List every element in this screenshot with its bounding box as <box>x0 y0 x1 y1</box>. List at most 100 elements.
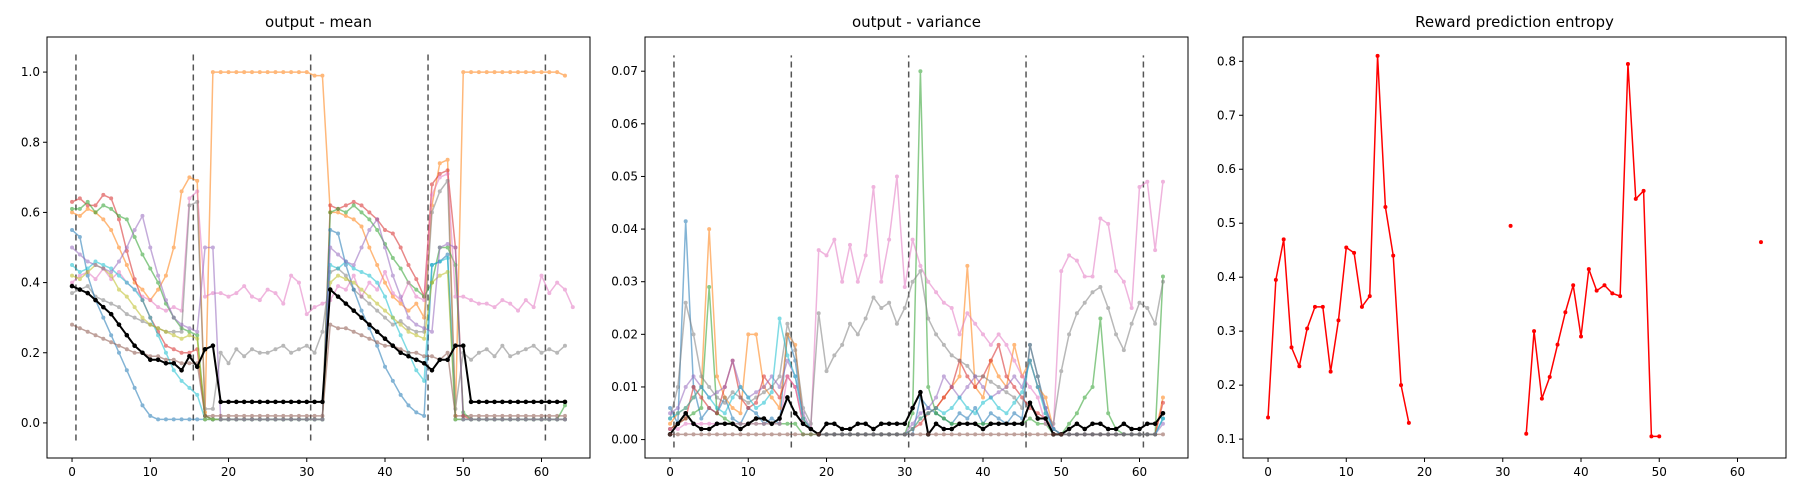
data-point <box>1563 310 1568 315</box>
data-point <box>996 374 1001 379</box>
data-point <box>879 306 884 311</box>
data-point <box>171 360 177 366</box>
data-point <box>691 374 696 379</box>
data-point <box>406 315 411 320</box>
data-point <box>539 350 544 355</box>
data-point <box>500 399 505 405</box>
data-point <box>476 301 481 306</box>
data-point <box>93 259 98 264</box>
data-point <box>242 354 247 359</box>
data-point <box>941 416 946 421</box>
data-point <box>289 70 294 75</box>
data-point <box>453 417 458 422</box>
data-point <box>981 421 986 426</box>
data-point <box>516 417 521 422</box>
plot-frame <box>1242 36 1787 459</box>
data-point <box>187 385 192 390</box>
data-point <box>941 426 947 432</box>
x-tick-label: 40 <box>975 465 990 479</box>
data-point <box>957 411 962 416</box>
data-point <box>148 354 153 359</box>
data-point <box>1610 291 1615 296</box>
data-point <box>461 413 466 418</box>
data-point <box>500 417 505 422</box>
data-point <box>683 219 688 224</box>
data-point <box>934 406 939 411</box>
data-point <box>894 432 899 437</box>
data-point <box>124 347 129 352</box>
data-point <box>668 432 673 437</box>
data-point <box>871 295 876 300</box>
data-point <box>218 413 223 418</box>
series-line <box>71 215 565 421</box>
data-point <box>453 413 458 418</box>
data-point <box>257 413 262 418</box>
data-point <box>265 287 270 292</box>
data-point <box>1012 395 1017 400</box>
data-point <box>1266 415 1271 420</box>
data-point <box>1586 267 1591 272</box>
data-point <box>163 329 168 334</box>
data-point <box>722 395 727 400</box>
data-point <box>1555 342 1560 347</box>
data-point <box>555 350 560 355</box>
data-point <box>847 426 853 432</box>
data-point <box>668 411 673 416</box>
data-point <box>109 270 114 275</box>
data-point <box>707 421 712 426</box>
x-tick-label: 30 <box>897 465 912 479</box>
data-point <box>351 266 356 271</box>
data-point <box>359 203 364 208</box>
data-point <box>476 413 481 418</box>
data-point <box>273 413 278 418</box>
data-point <box>918 263 923 268</box>
data-point <box>132 385 137 390</box>
data-point <box>85 329 90 334</box>
mean-chart-title: output - mean <box>265 13 372 31</box>
data-point <box>562 73 567 78</box>
data-point <box>390 343 396 349</box>
data-point <box>722 384 727 389</box>
data-point <box>965 263 970 268</box>
data-point <box>132 305 137 310</box>
data-point <box>406 280 411 285</box>
data-point <box>453 343 458 349</box>
data-point <box>1579 334 1584 339</box>
data-point <box>1114 269 1119 274</box>
data-point <box>320 417 325 422</box>
data-point <box>754 390 759 395</box>
data-point <box>383 227 388 232</box>
data-point <box>941 300 946 305</box>
data-point <box>93 210 98 215</box>
data-point <box>234 291 239 296</box>
data-point <box>265 417 270 422</box>
data-point <box>210 245 215 250</box>
data-point <box>1019 421 1025 427</box>
data-point <box>918 416 923 421</box>
data-point <box>461 417 466 422</box>
data-point <box>484 70 489 75</box>
x-tick-label: 50 <box>1054 465 1069 479</box>
data-point <box>422 336 427 341</box>
data-point <box>1012 384 1017 389</box>
data-point <box>328 245 333 250</box>
data-point <box>523 417 528 422</box>
data-point <box>973 432 978 437</box>
data-point <box>706 426 712 432</box>
data-point <box>147 357 153 363</box>
data-point <box>77 287 83 292</box>
data-point <box>508 413 513 418</box>
data-point <box>996 332 1001 337</box>
data-point <box>1027 416 1032 421</box>
data-point <box>296 70 301 75</box>
x-tick-label: 40 <box>377 465 392 479</box>
data-point <box>1012 400 1017 405</box>
data-point <box>156 305 161 310</box>
series-line <box>669 270 1164 425</box>
data-point <box>871 184 876 189</box>
data-point <box>210 413 215 418</box>
data-point <box>375 343 380 348</box>
data-point <box>109 333 114 338</box>
y-tick-label: 0.8 <box>1217 54 1236 68</box>
